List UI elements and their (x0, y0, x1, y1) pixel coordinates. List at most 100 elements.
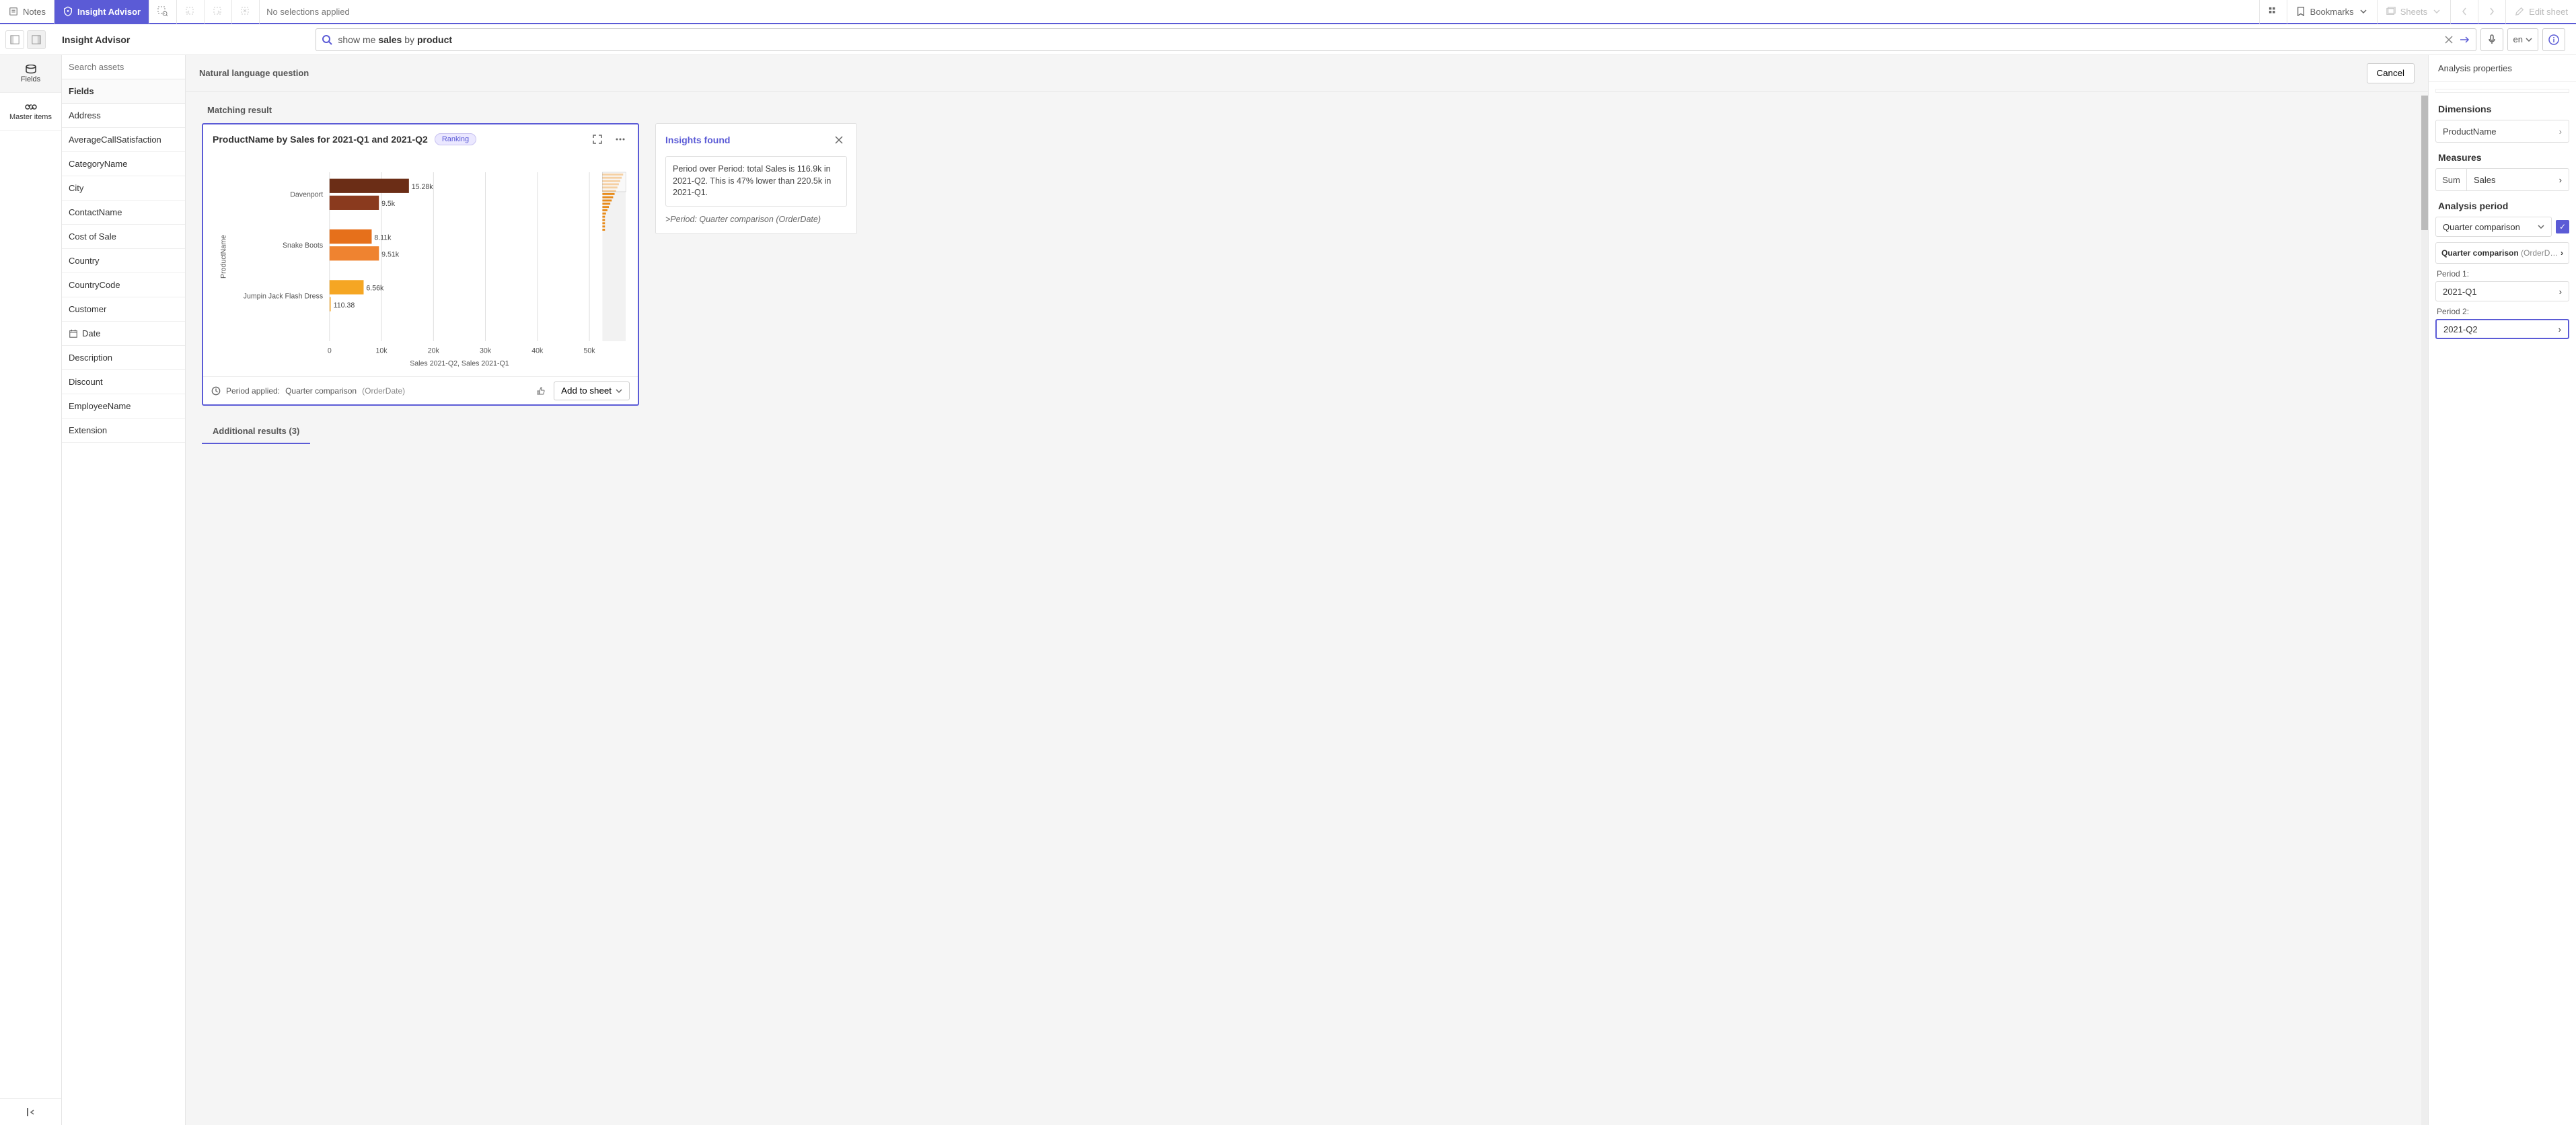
asset-field-item[interactable]: Cost of Sale (62, 225, 185, 249)
rail-master-items[interactable]: Master items (0, 93, 61, 131)
bar-chart: 010k20k30k40k50kDavenport15.28k9.5kSnake… (213, 159, 628, 373)
selection-tool-back[interactable] (177, 0, 205, 24)
dimension-chip[interactable]: ProductName › (2435, 120, 2569, 143)
period-applied-value: Quarter comparison (285, 386, 357, 396)
asset-search[interactable] (62, 55, 185, 79)
grid-menu-button[interactable] (2259, 0, 2287, 24)
insight-advisor-label: Insight Advisor (77, 7, 141, 17)
asset-field-item[interactable]: CategoryName (62, 152, 185, 176)
svg-text:40k: 40k (531, 347, 544, 355)
asset-field-item[interactable]: AverageCallSatisfaction (62, 128, 185, 152)
bookmarks-button[interactable]: Bookmarks (2287, 0, 2377, 24)
insight-period-note: >Period: Quarter comparison (OrderDate) (665, 215, 847, 224)
edit-sheet-button[interactable]: Edit sheet (2505, 0, 2576, 24)
svg-text:9.51k: 9.51k (381, 251, 400, 259)
left-rail: Fields Master items (0, 55, 62, 1125)
clear-selections[interactable] (232, 0, 260, 24)
dimensions-section-title: Dimensions (2438, 104, 2567, 114)
asset-field-label: Extension (69, 425, 107, 435)
dimension-value: ProductName (2443, 126, 2496, 137)
svg-text:50k: 50k (584, 347, 596, 355)
thumbs-button[interactable] (532, 383, 548, 399)
rail-collapse[interactable] (0, 1098, 61, 1125)
period1-value: 2021-Q1 (2443, 287, 2477, 297)
card-menu-button[interactable] (612, 131, 628, 147)
svg-text:9.5k: 9.5k (381, 200, 396, 208)
matching-result-label: Matching result (207, 105, 2412, 115)
measures-section-title: Measures (2438, 152, 2567, 163)
assets-panel: Fields AddressAverageCallSatisfactionCat… (62, 55, 186, 1125)
asset-field-item[interactable]: Date (62, 322, 185, 346)
notes-label: Notes (23, 7, 46, 17)
period-detail-box[interactable]: Quarter comparison (OrderD… › (2435, 242, 2569, 264)
search-input[interactable]: show me sales by product (338, 34, 2437, 45)
asset-field-label: Country (69, 256, 100, 266)
period-select-value: Quarter comparison (2443, 222, 2520, 232)
search-box[interactable]: show me sales by product (316, 28, 2476, 51)
main-layout: Fields Master items Fields Address Averag… (0, 55, 2576, 1125)
expand-button[interactable] (589, 131, 605, 147)
period1-select[interactable]: 2021-Q1 › (2435, 281, 2569, 301)
insight-advisor-tab[interactable]: Insight Advisor (54, 0, 149, 24)
selection-tool-1[interactable] (149, 0, 177, 24)
period2-select[interactable]: 2021-Q2 › (2435, 319, 2569, 339)
close-insights-button[interactable] (831, 132, 847, 148)
asset-field-item[interactable]: Description (62, 346, 185, 370)
right-panel-toggle[interactable] (27, 30, 46, 49)
svg-text:20k: 20k (428, 347, 440, 355)
asset-field-item[interactable]: Country (62, 249, 185, 273)
asset-field-label: Description (69, 353, 112, 363)
bookmark-icon (2295, 6, 2306, 17)
asset-search-input[interactable] (69, 62, 178, 72)
asset-field-item[interactable]: Address (62, 104, 185, 128)
assets-list: Address AverageCallSatisfactionCategoryNa… (62, 104, 185, 1125)
asset-field-item[interactable]: CountryCode (62, 273, 185, 297)
database-icon (25, 65, 37, 74)
add-to-sheet-button[interactable]: Add to sheet (554, 382, 630, 400)
asset-field-label: Date (82, 328, 100, 338)
center-scrollbar[interactable] (2421, 96, 2428, 1125)
svg-text:Snake Boots: Snake Boots (283, 242, 323, 250)
voice-input-button[interactable] (2480, 28, 2503, 51)
left-panel-toggle[interactable] (5, 30, 24, 49)
asset-field-item[interactable]: ContactName (62, 201, 185, 225)
chart-card-title: ProductName by Sales for 2021-Q1 and 202… (213, 134, 428, 145)
asset-field-label: CountryCode (69, 280, 120, 290)
period-sub-field: (OrderD… (2521, 248, 2558, 258)
nlq-title: Natural language question (199, 68, 309, 78)
asset-field-label: Discount (69, 377, 103, 387)
language-select[interactable]: en (2507, 28, 2538, 51)
info-button[interactable] (2542, 28, 2565, 51)
clock-icon (211, 386, 221, 396)
rail-fields-label: Fields (21, 75, 40, 83)
add-to-sheet-label: Add to sheet (561, 386, 612, 396)
insights-title: Insights found (665, 135, 730, 145)
notes-button[interactable]: Notes (0, 0, 54, 24)
asset-field-item[interactable]: Extension (62, 419, 185, 443)
period-enabled-checkbox[interactable]: ✓ (2556, 220, 2569, 233)
sub-header: Insight Advisor show me sales by product… (0, 24, 2576, 55)
asset-field-item[interactable]: EmployeeName (62, 394, 185, 419)
asset-field-label: Address (69, 110, 101, 120)
submit-search-icon[interactable] (2460, 34, 2470, 45)
selection-back-icon (185, 6, 196, 17)
analysis-period-title: Analysis period (2438, 201, 2567, 211)
rail-fields[interactable]: Fields (0, 55, 61, 93)
chevron-left-icon (2459, 6, 2470, 17)
svg-text:Sales 2021-Q2, Sales 2021-Q1: Sales 2021-Q2, Sales 2021-Q1 (410, 360, 509, 368)
period-comparison-select[interactable]: Quarter comparison (2435, 217, 2552, 237)
clear-search-icon[interactable] (2443, 34, 2454, 45)
asset-field-item[interactable]: Customer (62, 297, 185, 322)
sheets-button[interactable]: Sheets (2377, 0, 2450, 24)
measure-chip[interactable]: Sum Sales › (2435, 168, 2569, 191)
clear-selections-icon (240, 6, 251, 17)
asset-field-item[interactable]: Discount (62, 370, 185, 394)
additional-results-tab[interactable]: Additional results (3) (202, 419, 310, 444)
link-icon (25, 102, 37, 112)
next-sheet-button[interactable] (2478, 0, 2505, 24)
prev-sheet-button[interactable] (2450, 0, 2478, 24)
period-sub-title: Quarter comparison (2441, 248, 2519, 258)
asset-field-item[interactable]: City (62, 176, 185, 201)
selection-tool-forward[interactable] (205, 0, 232, 24)
cancel-button[interactable]: Cancel (2367, 63, 2415, 83)
